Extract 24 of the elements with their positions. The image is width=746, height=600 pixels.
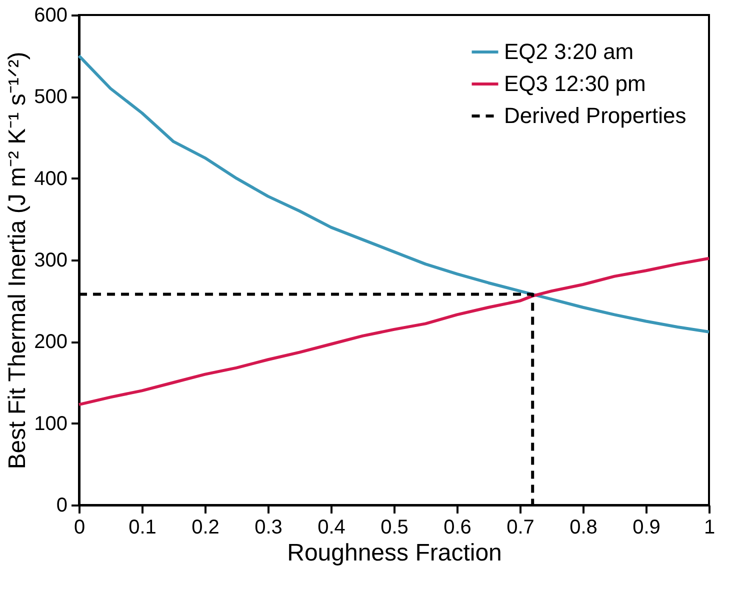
x-tick-label: 0.7 <box>506 516 534 538</box>
x-tick-label: 0.9 <box>632 516 660 538</box>
y-tick-label: 0 <box>56 494 68 516</box>
x-tick-label: 0.3 <box>254 516 282 538</box>
y-tick-label: 300 <box>34 250 68 272</box>
y-tick-label: 200 <box>34 331 68 354</box>
legend-label: Derived Properties <box>504 103 686 128</box>
x-axis-title: Roughness Fraction <box>287 540 502 566</box>
x-tick-label: 0.8 <box>570 516 598 538</box>
legend-label: EQ3 12:30 pm <box>504 71 646 96</box>
legend-label: EQ2 3:20 am <box>504 39 634 64</box>
x-tick-label: 0 <box>74 516 86 538</box>
x-tick-label: 0.4 <box>318 516 346 538</box>
x-tick-label: 0.1 <box>128 516 156 538</box>
x-tick-label: 1 <box>704 516 716 538</box>
x-tick-label: 0.5 <box>380 516 408 538</box>
y-axis-title: Best Fit Thermal Inertia (J m⁻² K⁻¹ s⁻¹ᐟ²) <box>4 52 32 470</box>
y-tick-label: 400 <box>34 168 68 190</box>
x-tick-label: 0.6 <box>444 516 472 538</box>
x-tick-label: 0.2 <box>192 516 220 538</box>
line-series <box>78 256 710 406</box>
y-tick-label: 600 <box>34 4 68 26</box>
y-tick-label: 500 <box>34 86 68 108</box>
y-tick-label: 100 <box>34 412 68 435</box>
